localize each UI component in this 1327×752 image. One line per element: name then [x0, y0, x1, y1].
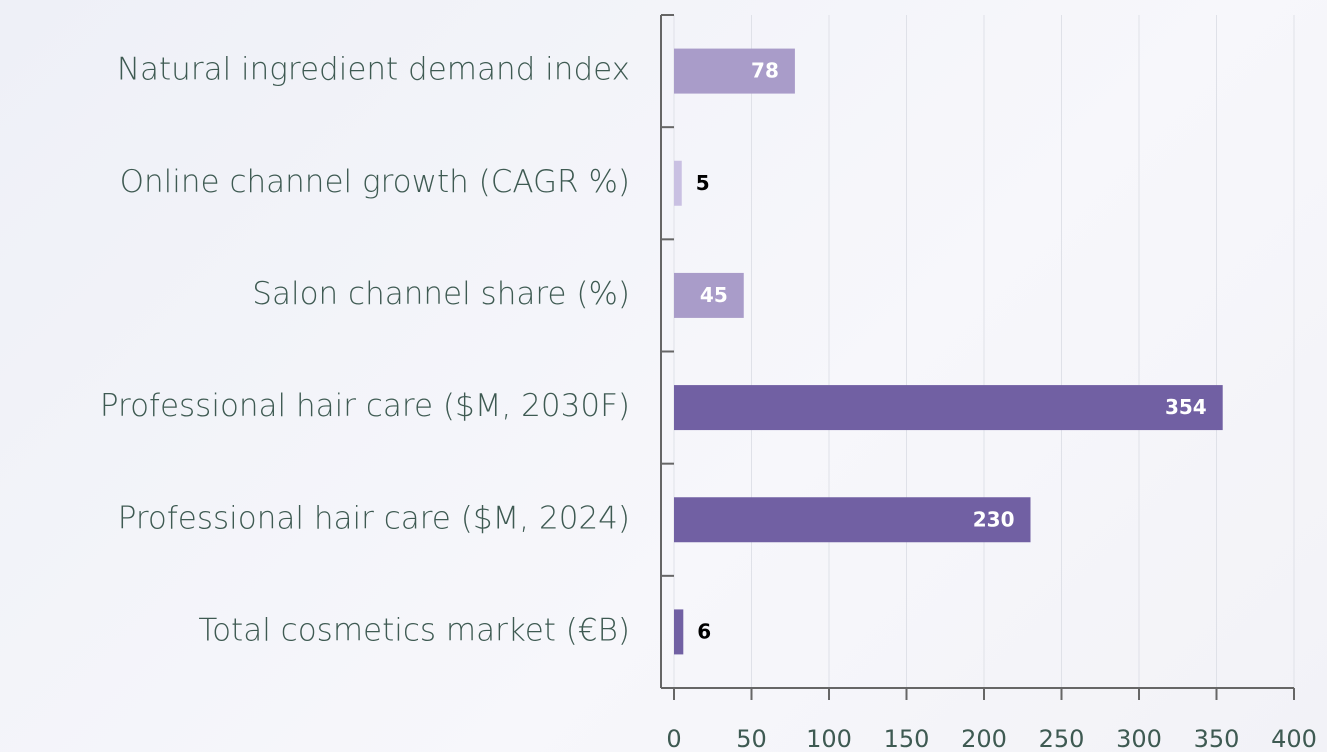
x-tick-label: 200: [961, 725, 1007, 752]
value-label: 6: [697, 619, 711, 643]
x-tick-label: 250: [1039, 725, 1085, 752]
y-tick-label: Professional hair care ($M, 2030F): [100, 388, 630, 424]
x-tick-label: 50: [736, 725, 767, 752]
y-tick-label: Total cosmetics market (€B): [198, 612, 630, 648]
bar: [674, 48, 795, 94]
value-label: 78: [751, 59, 779, 83]
bar: [674, 497, 1031, 543]
x-tick-label: 150: [884, 725, 930, 752]
x-tick-label: 350: [1194, 725, 1240, 752]
x-tick-label: 0: [666, 725, 681, 752]
value-label: 45: [700, 283, 728, 307]
y-tick-label: Salon channel share (%): [252, 276, 630, 312]
y-tick-label: Online channel growth (CAGR %): [120, 164, 630, 200]
value-label: 354: [1165, 395, 1207, 419]
y-tick-label: Professional hair care ($M, 2024): [118, 500, 630, 536]
y-tick-label: Natural ingredient demand index: [117, 52, 630, 88]
bar: [674, 609, 684, 655]
bar: [674, 160, 682, 206]
bar: [674, 385, 1223, 431]
value-label: 5: [696, 171, 710, 195]
x-tick-label: 400: [1271, 725, 1317, 752]
x-tick-label: 100: [806, 725, 852, 752]
value-label: 230: [973, 507, 1015, 531]
bar: [674, 272, 744, 318]
x-tick-label: 300: [1116, 725, 1162, 752]
